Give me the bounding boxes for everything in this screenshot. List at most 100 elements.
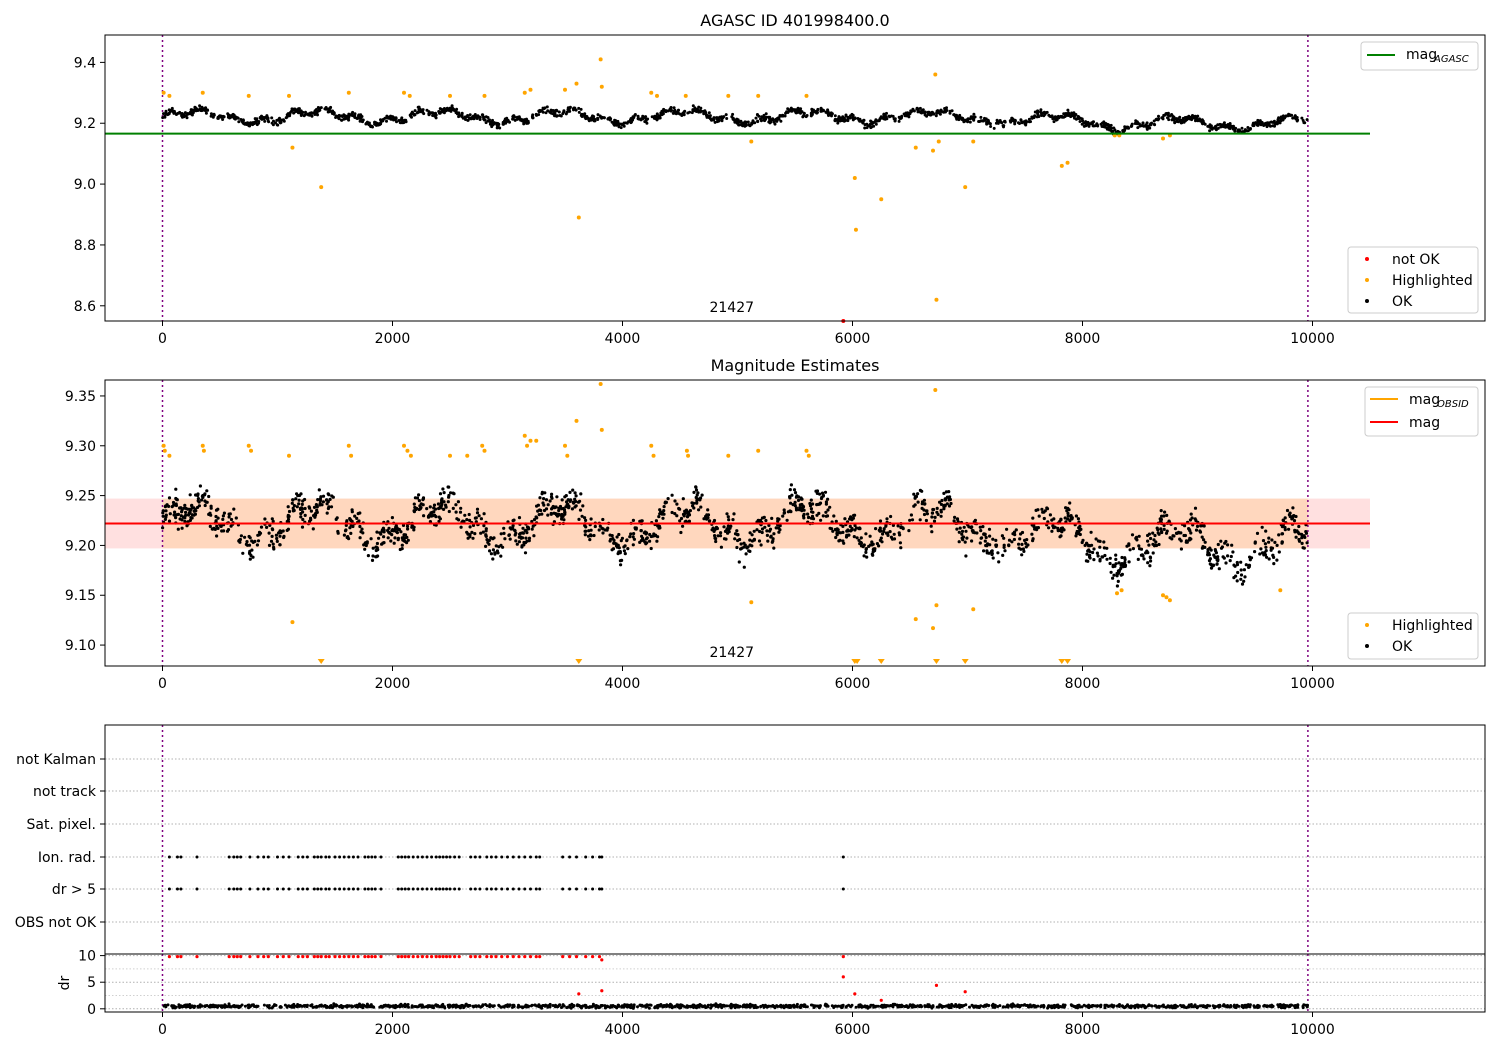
- data-point: [399, 118, 403, 122]
- data-point: [183, 516, 187, 520]
- data-point: [1128, 548, 1132, 552]
- data-point: [480, 443, 485, 448]
- data-point: [367, 122, 371, 126]
- data-point: [1214, 128, 1218, 132]
- data-point: [268, 523, 272, 528]
- data-point: [731, 117, 735, 121]
- data-point: [756, 120, 760, 124]
- data-point: [828, 505, 832, 509]
- data-point: [216, 115, 220, 119]
- data-point: [259, 115, 263, 119]
- data-point: [1146, 539, 1150, 543]
- data-point: [314, 503, 318, 507]
- data-point: [308, 112, 312, 116]
- data-point: [511, 887, 515, 891]
- data-point: [366, 887, 370, 891]
- data-point: [1246, 126, 1250, 129]
- data-point: [932, 519, 937, 523]
- data-point: [396, 887, 400, 891]
- data-point: [962, 525, 966, 529]
- data-point: [809, 507, 814, 511]
- data-point: [617, 125, 621, 129]
- data-point: [713, 120, 717, 124]
- data-point: [502, 526, 506, 530]
- data-point: [907, 115, 911, 119]
- data-point: [164, 504, 168, 508]
- data-point: [691, 104, 695, 108]
- data-point: [1295, 119, 1299, 123]
- data-point: [778, 524, 782, 528]
- data-point: [500, 855, 504, 859]
- data-point: [1160, 530, 1164, 534]
- data-point: [631, 535, 635, 539]
- data-point: [164, 515, 168, 519]
- data-point: [221, 514, 225, 518]
- data-point: [517, 516, 522, 520]
- data-point: [485, 1004, 489, 1008]
- data-point: [428, 505, 432, 509]
- data-point: [226, 528, 231, 532]
- data-point: [662, 512, 666, 516]
- data-point: [349, 531, 353, 536]
- data-point: [878, 519, 883, 523]
- data-point: [1027, 117, 1031, 121]
- data-point: [286, 517, 291, 521]
- data-point: [1208, 129, 1212, 133]
- data-point: [733, 537, 737, 541]
- data-point: [570, 507, 575, 511]
- data-point: [995, 118, 999, 122]
- data-point: [312, 887, 316, 891]
- data-point: [292, 111, 296, 115]
- data-point: [363, 887, 367, 891]
- data-point: [1267, 540, 1271, 544]
- data-point: [779, 1005, 783, 1009]
- data-point: [1146, 533, 1150, 538]
- data-point: [276, 123, 280, 127]
- data-point: [944, 497, 948, 501]
- y-tick-label: 9.10: [65, 638, 96, 654]
- data-point: [1157, 114, 1160, 118]
- data-point: [161, 116, 165, 120]
- data-point: [362, 543, 366, 547]
- data-point: [469, 117, 473, 121]
- data-point: [178, 110, 182, 114]
- data-point: [555, 495, 559, 499]
- data-point: [331, 495, 335, 499]
- data-point: [770, 516, 774, 521]
- data-point: [613, 541, 617, 545]
- data-point: [346, 443, 351, 448]
- data-point: [340, 118, 343, 122]
- data-point: [642, 531, 646, 535]
- y-tick-label: 9.35: [65, 389, 96, 405]
- data-point: [386, 536, 390, 540]
- data-point: [649, 546, 653, 551]
- data-point: [540, 490, 545, 494]
- data-point: [477, 1004, 481, 1008]
- data-point: [1305, 1003, 1309, 1007]
- data-point: [1103, 1004, 1107, 1008]
- data-point: [714, 539, 718, 544]
- data-point: [433, 114, 437, 118]
- data-point: [1076, 517, 1080, 521]
- data-point: [874, 527, 878, 531]
- data-point: [227, 512, 231, 516]
- data-point: [699, 110, 702, 114]
- data-point: [325, 502, 329, 506]
- data-point: [877, 119, 881, 122]
- data-point: [430, 855, 434, 859]
- data-point: [1020, 120, 1024, 124]
- data-point: [342, 855, 346, 859]
- data-point: [885, 517, 889, 521]
- data-point: [692, 490, 696, 494]
- data-point: [330, 1006, 334, 1010]
- data-point: [1007, 544, 1011, 548]
- data-point: [752, 529, 756, 533]
- data-point: [801, 115, 805, 119]
- data-point: [432, 506, 436, 510]
- data-point: [1155, 526, 1159, 530]
- data-point: [932, 112, 936, 116]
- data-point: [1179, 1003, 1182, 1007]
- data-point: [931, 148, 935, 153]
- data-point: [1209, 126, 1213, 130]
- panel2-y-ticks: 9.109.159.209.259.309.35: [65, 389, 105, 654]
